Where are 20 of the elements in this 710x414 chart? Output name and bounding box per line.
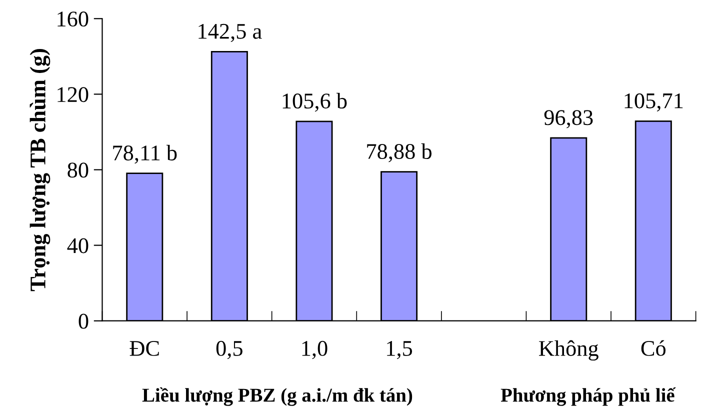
x-tick-label: Không xyxy=(539,340,598,361)
x-tick-label: Có xyxy=(641,340,666,356)
data-label: 105,71 xyxy=(624,93,683,112)
text: Phương pháp phủ liế xyxy=(500,387,676,406)
y-axis-title: Trọng lượng TB chùm (g) xyxy=(30,49,50,292)
data-label: 142,5 a xyxy=(198,24,262,42)
y-tick-label: 160 xyxy=(58,12,88,27)
x-tick-label: ĐC xyxy=(130,341,159,356)
data-label: 78,88 b xyxy=(367,143,432,162)
y-tick-label: 40 xyxy=(67,238,88,254)
x-tick-label: 0,5 xyxy=(216,340,242,360)
y-tick-label: 120 xyxy=(58,87,88,102)
y-tick-label: 0 xyxy=(78,314,88,329)
x-tick-label: 1,0 xyxy=(302,340,328,360)
x-tick-label: 1,5 xyxy=(387,341,412,360)
text: Liều lượng PBZ (g a.i./m đk tán) xyxy=(142,387,412,406)
data-label: 96,83 xyxy=(544,110,593,128)
data-label: 105,6 b xyxy=(282,92,347,112)
y-tick-label: 80 xyxy=(68,162,88,178)
data-label: 78,11 b xyxy=(113,144,177,164)
